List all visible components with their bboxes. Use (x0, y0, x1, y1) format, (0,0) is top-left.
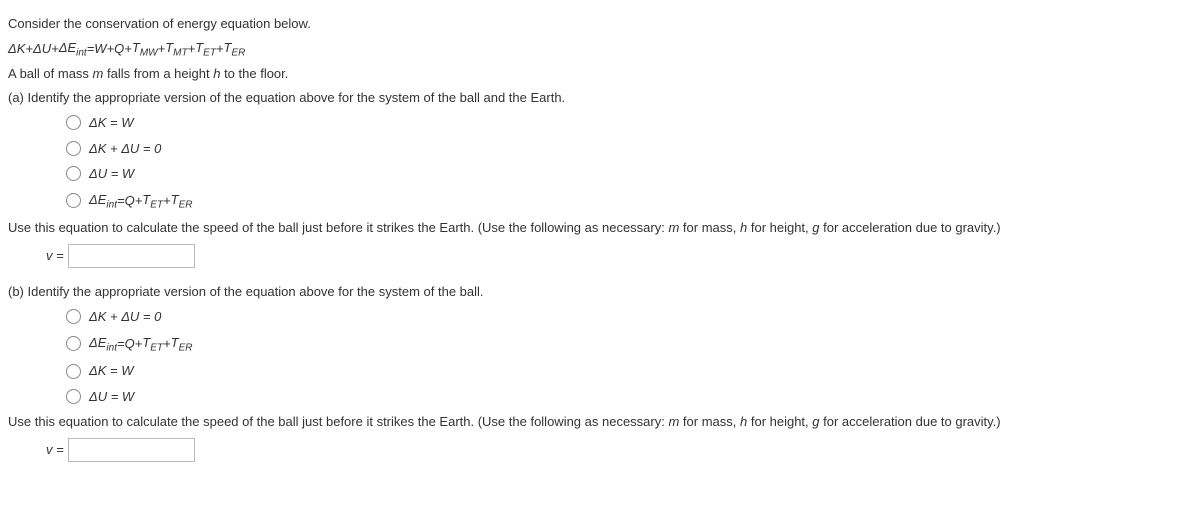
radio-icon (66, 309, 81, 324)
eq-plus: + (25, 39, 33, 59)
part-a-prompt: (a) Identify the appropriate version of … (8, 88, 1192, 108)
option-label: ΔK + ΔU = 0 (89, 307, 161, 327)
answer-label: v = (46, 246, 64, 266)
option-label: ΔK + ΔU = 0 (89, 139, 161, 159)
option-a3[interactable]: ΔU = W (66, 164, 1192, 184)
radio-icon (66, 141, 81, 156)
eq-w: W (94, 39, 106, 59)
setup-text: A ball of mass m falls from a height h t… (8, 64, 1192, 84)
option-b1[interactable]: ΔK + ΔU = 0 (66, 307, 1192, 327)
option-label: ΔEint = Q + TET + TER (89, 190, 192, 213)
radio-icon (66, 166, 81, 181)
part-a-calc-prompt: Use this equation to calculate the speed… (8, 218, 1192, 238)
part-a-options: ΔK = W ΔK + ΔU = 0 ΔU = W ΔEint = Q + TE… (66, 113, 1192, 212)
radio-icon (66, 115, 81, 130)
part-b-prompt: (b) Identify the appropriate version of … (8, 282, 1192, 302)
option-a2[interactable]: ΔK + ΔU = 0 (66, 139, 1192, 159)
option-a4[interactable]: ΔEint = Q + TET + TER (66, 190, 1192, 213)
eq-dk: ΔK (8, 39, 25, 59)
eq-tmt: TMT (165, 38, 187, 61)
option-a1[interactable]: ΔK = W (66, 113, 1192, 133)
eq-plus: + (124, 39, 132, 59)
part-b-answer: v = (46, 438, 1192, 462)
radio-icon (66, 364, 81, 379)
part-a-answer: v = (46, 244, 1192, 268)
eq-eq: = (87, 39, 95, 59)
radio-icon (66, 336, 81, 351)
option-label: ΔEint = Q + TET + TER (89, 333, 192, 356)
eq-ter: TER (224, 38, 246, 61)
velocity-input-a[interactable] (68, 244, 195, 268)
option-b4[interactable]: ΔU = W (66, 387, 1192, 407)
option-b3[interactable]: ΔK = W (66, 361, 1192, 381)
eq-plus: + (107, 39, 115, 59)
eq-plus: + (158, 39, 166, 59)
intro-text: Consider the conservation of energy equa… (8, 14, 1192, 34)
option-label: ΔU = W (89, 387, 134, 407)
part-b-options: ΔK + ΔU = 0 ΔEint = Q + TET + TER ΔK = W… (66, 307, 1192, 406)
eq-tmw: TMW (132, 38, 158, 61)
option-label: ΔU = W (89, 164, 134, 184)
eq-du: ΔU (33, 39, 51, 59)
velocity-input-b[interactable] (68, 438, 195, 462)
radio-icon (66, 389, 81, 404)
radio-icon (66, 193, 81, 208)
eq-plus: + (188, 39, 196, 59)
option-b2[interactable]: ΔEint = Q + TET + TER (66, 333, 1192, 356)
eq-plus: + (216, 39, 224, 59)
part-b-calc-prompt: Use this equation to calculate the speed… (8, 412, 1192, 432)
answer-label: v = (46, 440, 64, 460)
eq-q: Q (114, 39, 124, 59)
main-equation: ΔK + ΔU + ΔEint = W + Q + TMW + TMT + TE… (8, 38, 1192, 61)
eq-tet: TET (195, 38, 216, 61)
eq-plus: + (51, 39, 59, 59)
eq-deint: ΔEint (59, 38, 87, 61)
option-label: ΔK = W (89, 113, 133, 133)
option-label: ΔK = W (89, 361, 133, 381)
